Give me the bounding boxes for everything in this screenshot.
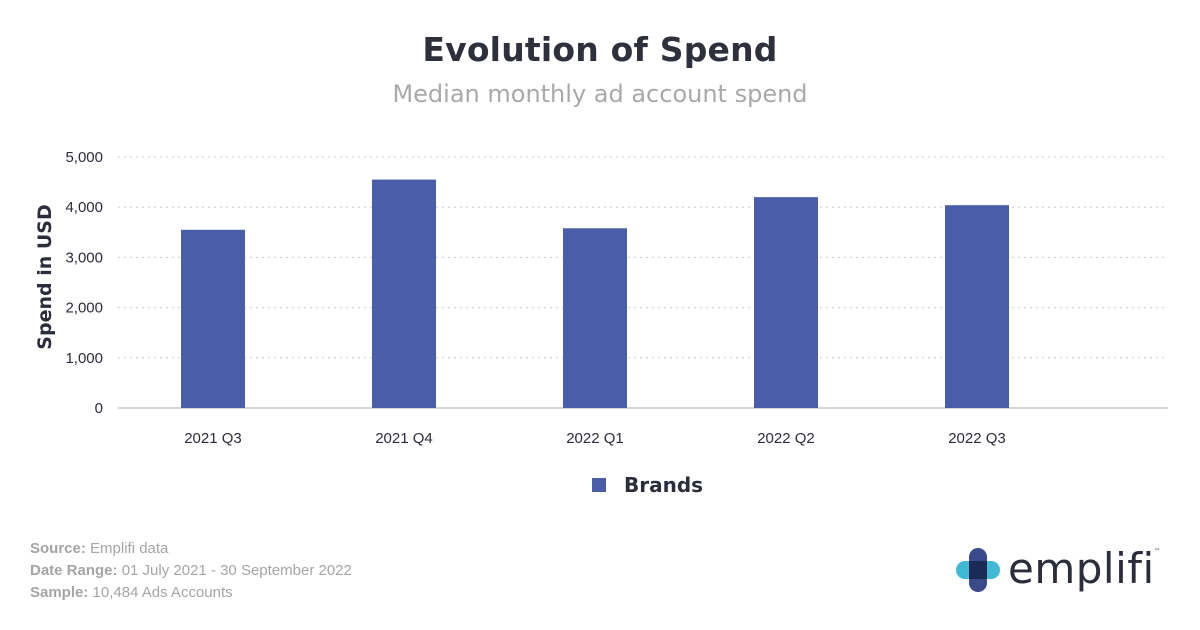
x-tick-label: 2021 Q4: [375, 430, 433, 447]
logo-wordmark: emplifi: [1008, 544, 1155, 593]
date-range-value: 01 July 2021 - 30 September 2022: [117, 562, 352, 579]
y-tick-label: 3,000: [65, 249, 103, 266]
emplifi-logo-icon: [956, 548, 1000, 592]
y-tick-label: 1,000: [65, 350, 103, 367]
bar: [372, 179, 436, 408]
bar: [563, 228, 627, 408]
y-tick-label: 5,000: [65, 149, 103, 166]
sample-line: Sample: 10,484 Ads Accounts: [30, 582, 352, 604]
x-axis-ticks: 2021 Q3 2021 Q4 2022 Q1 2022 Q2 2022 Q3: [184, 430, 1006, 447]
legend: Brands: [592, 473, 703, 497]
chart-title: Evolution of Spend: [422, 30, 778, 69]
y-axis-label: Spend in USD: [34, 204, 56, 349]
date-range-key: Date Range:: [30, 562, 118, 579]
emplifi-logo: emplifi ™: [956, 544, 1166, 596]
footer-notes: Source: Emplifi data Date Range: 01 July…: [30, 538, 352, 604]
y-tick-label: 0: [95, 400, 103, 417]
bar: [945, 205, 1009, 408]
x-tick-label: 2021 Q3: [184, 430, 242, 447]
bars: [181, 179, 1009, 408]
bar: [754, 197, 818, 408]
gridlines: [118, 156, 1168, 359]
y-tick-label: 4,000: [65, 199, 103, 216]
chart-subtitle: Median monthly ad account spend: [392, 80, 808, 108]
x-tick-label: 2022 Q2: [757, 430, 815, 447]
source-value: Emplifi data: [85, 540, 169, 557]
source-line: Source: Emplifi data: [30, 538, 352, 560]
bar: [181, 229, 245, 408]
x-tick-label: 2022 Q1: [566, 430, 624, 447]
source-key: Source:: [30, 540, 86, 557]
legend-label: Brands: [624, 473, 703, 497]
x-tick-label: 2022 Q3: [948, 430, 1006, 447]
trademark-mark: ™: [1154, 548, 1160, 555]
y-tick-label: 2,000: [65, 300, 103, 317]
sample-value: 10,484 Ads Accounts: [88, 584, 233, 601]
legend-swatch: [592, 478, 606, 492]
date-range-line: Date Range: 01 July 2021 - 30 September …: [30, 560, 352, 582]
sample-key: Sample:: [30, 584, 89, 601]
y-axis-ticks: 0 1,000 2,000 3,000 4,000 5,000: [65, 149, 103, 417]
